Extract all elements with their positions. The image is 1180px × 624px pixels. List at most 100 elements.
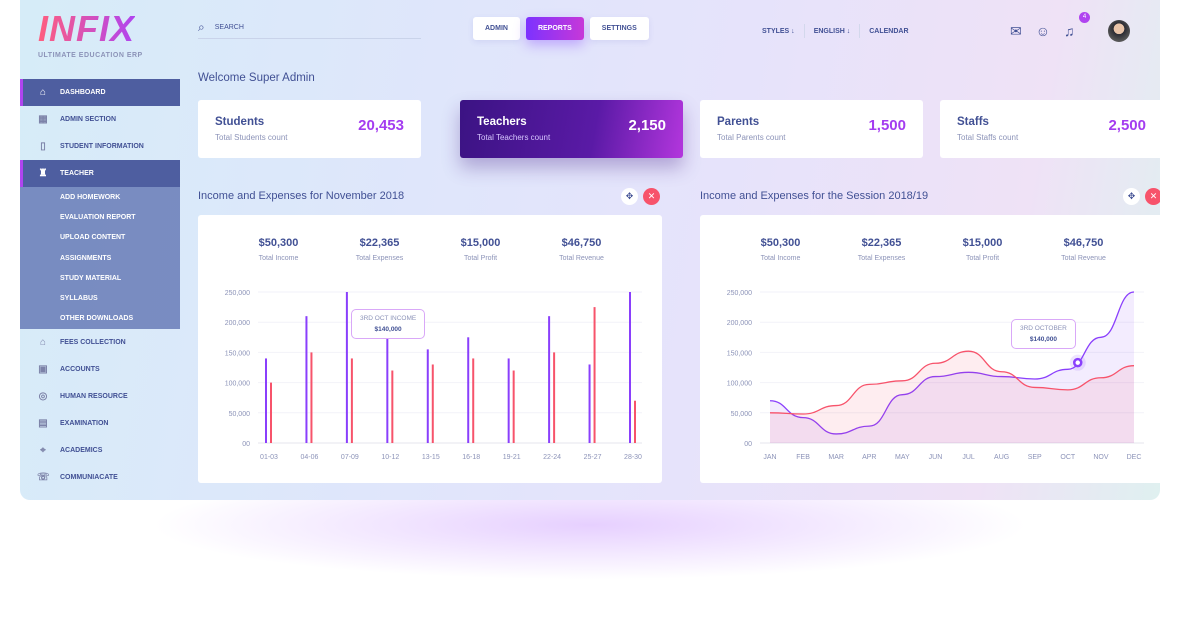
- stat-value: $22,365: [861, 237, 902, 249]
- sidebar-item-student-information[interactable]: ▯ STUDENT INFORMATION: [20, 133, 180, 160]
- stat-card-teachers[interactable]: Teachers Total Teachers count 2,150: [460, 100, 683, 158]
- search-placeholder: SEARCH: [214, 23, 244, 31]
- stat-label: Total Revenue: [559, 255, 604, 262]
- sidebar-item-examination[interactable]: ▤ EXAMINATION: [20, 410, 180, 437]
- avatar[interactable]: [1108, 20, 1131, 42]
- stat-item: $15,000 Total Profit: [431, 237, 531, 262]
- stat-label: Total Revenue: [1061, 255, 1106, 262]
- sidebar-item-accounts[interactable]: ▣ ACCOUNTS: [20, 356, 180, 383]
- sidebar-item-academics[interactable]: ⌖ ACADEMICS: [20, 437, 180, 464]
- expense-line: [769, 350, 1135, 415]
- sidebar-item-label: ADMIN SECTION: [60, 116, 116, 123]
- search-input[interactable]: ⌕ SEARCH: [198, 16, 421, 39]
- expense-bar: [350, 358, 353, 443]
- sidebar-item-label: DASHBOARD: [60, 89, 106, 96]
- menu-item[interactable]: ENGLISH ↓: [805, 24, 861, 38]
- x-tick-label: MAR: [828, 454, 844, 461]
- expense-bar: [431, 364, 434, 443]
- y-tick-label: 100,000: [225, 381, 250, 388]
- menu-item[interactable]: CALENDAR: [869, 27, 909, 35]
- close-icon[interactable]: ✕: [1145, 188, 1160, 205]
- submenu-item[interactable]: STUDY MATERIAL: [60, 274, 122, 282]
- search-icon: ⌕: [198, 19, 205, 34]
- sidebar-item-admin-section[interactable]: ▦ ADMIN SECTION: [20, 106, 180, 133]
- x-tick-label: JUL: [962, 454, 975, 461]
- bell-button[interactable]: ♫ 4: [1064, 12, 1091, 39]
- sidebar-item-label: ACCOUNTS: [60, 366, 100, 374]
- x-tick-label: JAN: [763, 454, 776, 461]
- chart-tooltip: 3RD OCT INCOME $140,000: [351, 309, 426, 339]
- sidebar-item-label: EXAMINATION: [60, 420, 109, 428]
- stat-value: $15,000: [460, 237, 501, 249]
- card-subtitle: Total Staffs count: [957, 133, 1019, 142]
- stat-item: $46,750 Total Revenue: [1034, 237, 1134, 262]
- chart-svg: 00 50,000 100,000 150,000 200,000 250,000 01-0…: [225, 290, 642, 461]
- sidebar-item-teacher[interactable]: ♜ TEACHER: [20, 160, 180, 187]
- card-title: Staffs: [957, 116, 989, 128]
- submenu-item[interactable]: OTHER DOWNLOADS: [60, 315, 134, 323]
- panel-title: Income and Expenses for November 2018: [198, 190, 405, 202]
- teacher-submenu: ADD HOMEWORK EVALUATION REPORT UPLOAD CONT…: [20, 187, 180, 330]
- y-tick-label: 250,000: [727, 290, 752, 297]
- move-icon[interactable]: ✥: [621, 188, 638, 205]
- x-tick-label: SEP: [1028, 454, 1042, 461]
- card-value: 1,500: [868, 117, 906, 134]
- submenu-item[interactable]: SYLLABUS: [60, 295, 98, 303]
- income-bar: [386, 316, 389, 443]
- stat-label: Total Income: [760, 255, 801, 262]
- submenu-item[interactable]: UPLOAD CONTENT: [60, 234, 126, 242]
- stat-value: $46,750: [1063, 237, 1104, 249]
- submenu-item[interactable]: EVALUATION REPORT: [60, 213, 136, 221]
- income-bar: [265, 358, 267, 443]
- card-title: Students: [215, 116, 265, 128]
- sidebar-item-fees-collection[interactable]: ⌂ FEES COLLECTION: [20, 329, 180, 356]
- x-tick-label: 07-09: [341, 454, 359, 461]
- mail-icon[interactable]: ✉: [1010, 22, 1022, 39]
- page-title: Welcome Super Admin: [198, 72, 315, 84]
- stat-value: $50,300: [760, 237, 801, 249]
- series-area: [770, 351, 1134, 443]
- sidebar-item-human-resource[interactable]: ◎ HUMAN RESOURCE: [20, 383, 180, 410]
- submenu-item[interactable]: ASSIGNMENTS: [60, 254, 112, 262]
- y-tick-label: 50,000: [229, 411, 251, 418]
- tab-reports[interactable]: REPORTS: [525, 17, 584, 40]
- income-bar: [426, 349, 429, 443]
- submenu-item[interactable]: ADD HOMEWORK: [60, 193, 121, 201]
- income-bar: [467, 337, 470, 443]
- stat-label: Total Profit: [463, 255, 498, 262]
- y-tick-label: 00: [242, 441, 250, 448]
- stat-card-staffs[interactable]: Staffs Total Staffs count 2,500: [940, 100, 1160, 158]
- x-tick-label: 22-24: [543, 454, 561, 461]
- x-tick-label: NOV: [1093, 454, 1109, 461]
- stat-card-parents[interactable]: Parents Total Parents count 1,500: [700, 100, 923, 158]
- sidebar-item-communiacate[interactable]: ☏ COMMUNIACATE: [20, 464, 180, 491]
- stat-item: $46,750 Total Revenue: [532, 237, 632, 262]
- bell-icon: ♫: [1064, 23, 1075, 39]
- user-icon[interactable]: ☺: [1035, 23, 1051, 39]
- income-bar: [305, 316, 308, 443]
- chart-panel: $50,300 Total Income $22,365 Total Expenses…: [700, 215, 1160, 483]
- sidebar-nav: ⌂ DASHBOARD ▦ ADMIN SECTION ▯ STUDENT INFORMA…: [20, 79, 180, 491]
- main: ⌕ SEARCH ADMIN REPORTS SETTINGS STYLES ↓ ENG…: [198, 0, 1160, 500]
- y-tick-label: 150,000: [225, 350, 250, 357]
- stat-card-students[interactable]: Students Total Students count 20,453: [198, 100, 421, 158]
- tab-settings[interactable]: SETTINGS: [589, 17, 649, 40]
- x-tick-label: FEB: [796, 454, 810, 461]
- sidebar-item-label: HUMAN RESOURCE: [60, 393, 128, 401]
- sidebar-item-dashboard[interactable]: ⌂ DASHBOARD: [20, 79, 180, 106]
- tooltip-label: 3RD OCTOBER: [1020, 325, 1067, 332]
- menu-item[interactable]: STYLES ↓: [753, 24, 805, 38]
- chat-icon: ☏: [37, 472, 50, 484]
- move-icon[interactable]: ✥: [1123, 188, 1140, 205]
- expense-bar: [310, 352, 313, 443]
- close-icon[interactable]: ✕: [643, 188, 660, 205]
- y-tick-label: 150,000: [727, 350, 752, 357]
- income-bar: [629, 292, 631, 443]
- sidebar-item-label: TEACHER: [60, 170, 94, 177]
- expense-bar: [553, 352, 556, 443]
- card-value: 2,500: [1108, 117, 1146, 134]
- tab-admin[interactable]: ADMIN: [473, 17, 520, 40]
- summary-stats: $50,300 Total Income $22,365 Total Expenses…: [730, 237, 1134, 262]
- stat-label: Total Expenses: [355, 255, 404, 262]
- chart-svg: 00 50,000 100,000 150,000 200,000 250,000 JAN F…: [727, 290, 1144, 461]
